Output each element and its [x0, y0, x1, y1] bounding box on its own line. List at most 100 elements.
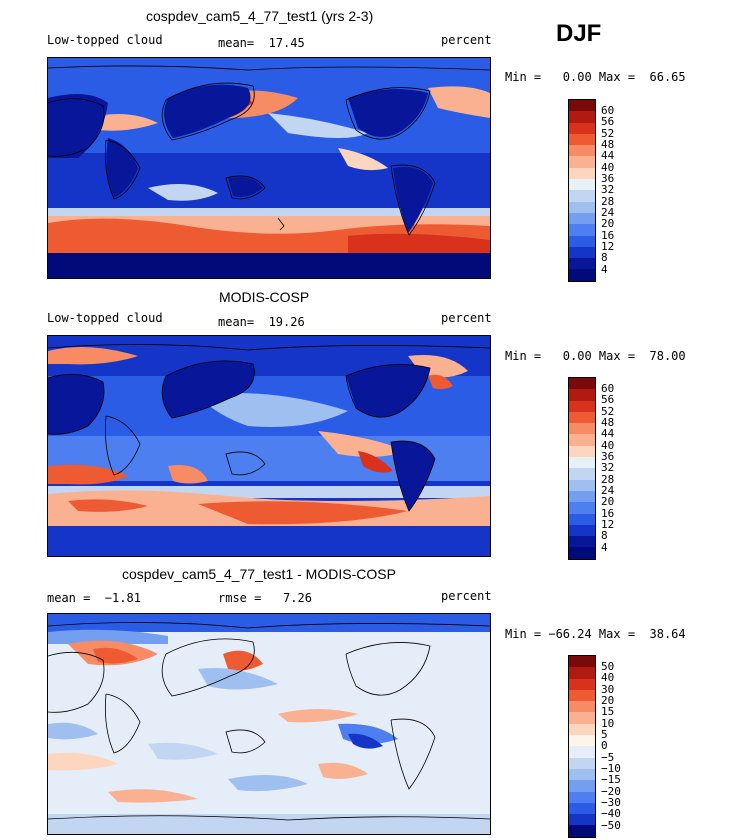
panel2-colorbar-tick: 28 [601, 473, 615, 486]
panel3-rmse-label: rmse = 7.26 [218, 591, 312, 605]
panel3-mean-label: mean = −1.81 [47, 591, 141, 605]
panel3-map-field [48, 614, 490, 834]
panel1-colorbar-swatch [569, 212, 595, 225]
panel2-colorbar-tick: 52 [601, 405, 615, 418]
panel3-colorbar-swatch [569, 768, 595, 781]
panel2-colorbar-swatch [569, 536, 595, 548]
panel2-units-label: percent [441, 311, 492, 325]
panel1-colorbar-tick: 48 [601, 138, 615, 151]
panel1-map [47, 57, 491, 279]
panel3-map [47, 613, 491, 835]
panel2-colorbar-swatch [569, 479, 595, 491]
panel1-colorbar-tick: 52 [601, 127, 615, 140]
panel2-variable-label: Low-topped cloud [47, 311, 163, 325]
panel3-colorbar-tick: 50 [601, 660, 615, 673]
panel1-colorbar-tick: 24 [601, 206, 615, 219]
panel2-colorbar-swatch [569, 524, 595, 537]
panel3-colorbar-swatch [569, 678, 595, 690]
panel3-colorbar-swatch [569, 746, 595, 758]
panel1-colorbar-swatch [569, 167, 595, 180]
panel2-minmax-label: Min = 0.00 Max = 78.00 [505, 349, 686, 363]
panel1-mean-label: mean= 17.45 [218, 36, 305, 50]
panel1-colorbar-swatch [569, 201, 595, 213]
panel2-colorbar-swatch [569, 378, 595, 390]
panel2-colorbar-swatch [569, 423, 595, 435]
panel3-colorbar-tick: −15 [601, 773, 621, 786]
panel1-colorbar-tick: 36 [601, 172, 615, 185]
panel3-colorbar-swatch [569, 667, 595, 679]
panel3-colorbar-tick: 0 [601, 739, 608, 752]
panel3-colorbar-tick: 10 [601, 717, 615, 730]
panel1-map-field [48, 58, 490, 278]
panel3-colorbar-swatch [569, 656, 595, 668]
panel3-colorbar-swatch [569, 802, 595, 815]
panel2-map [47, 335, 491, 557]
panel2-colorbar-swatch [569, 400, 595, 412]
panel2-colorbar-tick: 20 [601, 495, 615, 508]
panel2-mean-label: mean= 19.26 [218, 315, 305, 329]
panel2-colorbar-swatch [569, 547, 595, 559]
panel2-colorbar-swatch [569, 513, 595, 525]
panel2-colorbar-swatch [569, 490, 595, 503]
panel1-colorbar-swatch [569, 190, 595, 202]
panel1-colorbar-tick: 40 [601, 161, 615, 174]
panel1-colorbar-swatch [569, 156, 595, 168]
panel2-colorbar-swatch [569, 389, 595, 401]
panel3-colorbar-swatch [569, 701, 595, 713]
panel2-colorbar-swatch [569, 468, 595, 480]
panel3-colorbar-tick: −30 [601, 796, 621, 809]
panel1-colorbar-tick: 32 [601, 183, 615, 196]
panel2-colorbar-tick: 16 [601, 507, 615, 520]
panel3-colorbar-tick: 20 [601, 694, 615, 707]
panel3-colorbar-swatch [569, 814, 595, 826]
panel1-colorbar-swatch [569, 269, 595, 281]
panel2-colorbar-tick: 44 [601, 427, 615, 440]
panel1-colorbar-swatch [569, 122, 595, 134]
panel2-colorbar-tick: 48 [601, 416, 615, 429]
panel1-variable-label: Low-topped cloud [47, 33, 163, 47]
panel1-colorbar-swatch [569, 111, 595, 123]
panel2-colorbar [568, 377, 596, 560]
panel3-colorbar-swatch [569, 825, 595, 837]
panel2-colorbar-tick: 56 [601, 393, 615, 406]
panel1-colorbar-swatch [569, 235, 595, 247]
panel3-title: cospdev_cam5_4_77_test1 - MODIS-COSP [122, 566, 396, 582]
panel2-colorbar-tick: 36 [601, 450, 615, 463]
panel3-colorbar-tick: −20 [601, 785, 621, 798]
panel1-minmax-label: Min = 0.00 Max = 66.65 [505, 70, 686, 84]
panel1-colorbar-tick: 28 [601, 195, 615, 208]
panel2-map-field [48, 336, 490, 556]
panel2-colorbar-swatch [569, 411, 595, 424]
panel2-colorbar-swatch [569, 445, 595, 458]
panel3-colorbar-tick: −50 [601, 819, 621, 832]
panel3-colorbar-tick: 15 [601, 705, 615, 718]
panel3-colorbar-swatch [569, 757, 595, 769]
panel1-colorbar-tick: 8 [601, 251, 608, 264]
panel1-colorbar-swatch [569, 224, 595, 236]
panel3-colorbar-tick: −40 [601, 807, 621, 820]
panel3-colorbar [568, 655, 596, 838]
panel3-colorbar-tick: 5 [601, 728, 608, 741]
panel2-colorbar-tick: 60 [601, 382, 615, 395]
panel1-colorbar-tick: 20 [601, 217, 615, 230]
panel3-colorbar-swatch [569, 689, 595, 702]
panel1-colorbar-tick: 12 [601, 240, 615, 253]
panel2-colorbar-tick: 24 [601, 484, 615, 497]
panel2-colorbar-swatch [569, 434, 595, 446]
panel3-colorbar-swatch [569, 735, 595, 747]
panel1-colorbar-tick: 4 [601, 263, 608, 276]
panel2-colorbar-tick: 32 [601, 461, 615, 474]
panel1-colorbar-swatch [569, 179, 595, 191]
panel2-colorbar-tick: 12 [601, 518, 615, 531]
season-label: DJF [556, 20, 602, 47]
panel3-colorbar-tick: −5 [601, 751, 615, 764]
panel3-minmax-label: Min = −66.24 Max = 38.64 [505, 627, 686, 641]
panel2-colorbar-swatch [569, 457, 595, 469]
panel3-colorbar-tick: 40 [601, 671, 615, 684]
panel1-colorbar-swatch [569, 246, 595, 259]
panel3-colorbar-swatch [569, 780, 595, 792]
panel1-colorbar [568, 99, 596, 282]
panel1-colorbar-swatch [569, 258, 595, 270]
panel1-colorbar-swatch [569, 145, 595, 157]
panel3-colorbar-swatch [569, 723, 595, 736]
